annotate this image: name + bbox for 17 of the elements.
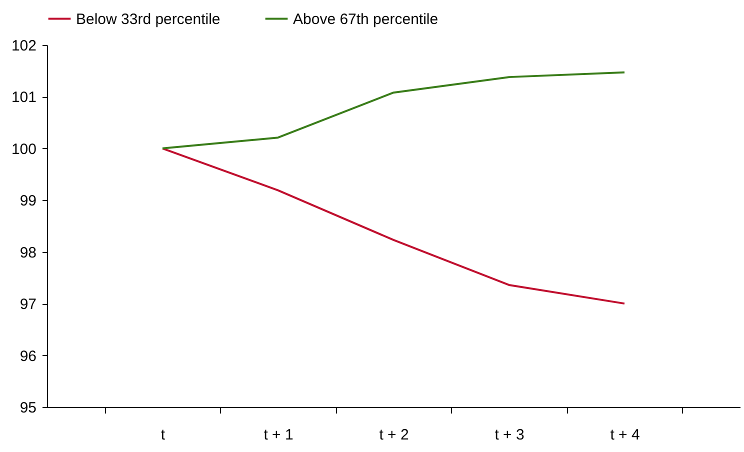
y-tick-label: 99	[20, 192, 36, 210]
y-tick-label: 95	[20, 400, 36, 416]
x-tick-label: t + 1	[264, 426, 294, 444]
y-tick-label: 96	[20, 348, 36, 365]
legend-label: Below 33rd percentile	[76, 10, 220, 28]
y-tick-label: 100	[11, 140, 36, 158]
legend-label: Above 67th percentile	[293, 10, 438, 28]
line-series	[162, 147, 626, 305]
y-tick-label: 97	[20, 296, 36, 314]
x-tick-label: t	[160, 426, 166, 444]
y-tick-label: 98	[20, 244, 36, 262]
x-tick-label: t + 3	[494, 426, 524, 444]
x-tick-label: t + 4	[610, 426, 640, 444]
y-tick-label: 101	[11, 89, 36, 106]
x-tick-label: t + 2	[379, 426, 409, 444]
line-series	[162, 71, 626, 150]
y-tick-label: 102	[11, 38, 36, 54]
